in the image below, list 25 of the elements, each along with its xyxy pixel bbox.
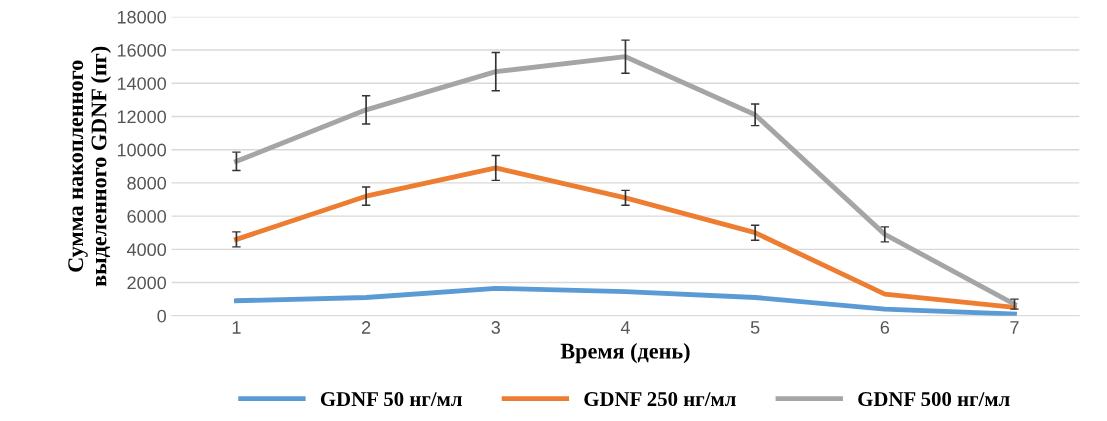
x-tick-label: 5 (750, 321, 760, 334)
y-tick-label: 8000 (127, 176, 167, 190)
x-tick-label: 1 (232, 321, 241, 334)
legend-label: GDNF 250 нг/мл (584, 392, 736, 407)
line-series (233, 54, 1017, 307)
y-tick-label: 0 (157, 309, 167, 323)
y-tick-label: 2000 (127, 276, 167, 290)
y-tick-label: 16000 (117, 43, 167, 57)
y-axis-title: Сумма накопленного выделенного GDNF (пг) (68, 46, 111, 287)
y-tick-label: 6000 (127, 210, 167, 223)
legend-label: GDNF 500 нг/мл (858, 392, 1010, 407)
y-tick-label: 10000 (117, 143, 167, 157)
x-tick-label: 7 (1010, 321, 1019, 334)
y-tick-label: 18000 (117, 10, 167, 24)
line-series (233, 285, 1017, 316)
x-tick-label: 4 (620, 321, 630, 334)
x-tick-label: 6 (880, 321, 890, 334)
x-tick-label: 3 (491, 321, 501, 334)
line-series (233, 165, 1017, 310)
x-axis-title: Время (день) (560, 343, 690, 364)
y-tick-label: 12000 (117, 110, 167, 124)
y-tick-label: 4000 (126, 243, 167, 257)
legend-label: GDNF 50 нг/мл (320, 392, 462, 407)
x-tick-label: 2 (361, 321, 371, 334)
y-tick-label: 14000 (117, 77, 167, 90)
